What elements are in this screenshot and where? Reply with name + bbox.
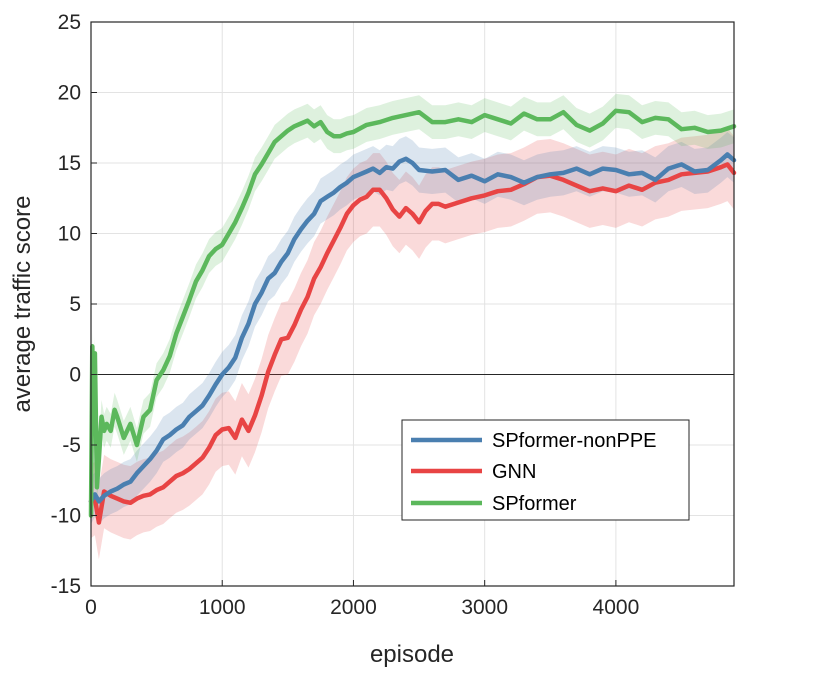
legend-label-spformer: SPformer [492, 493, 577, 515]
x-tick-label: 2000 [330, 596, 377, 619]
y-tick-label: 20 [58, 82, 81, 105]
y-tick-label: 5 [69, 293, 81, 316]
y-axis-title: average traffic score [9, 196, 36, 413]
legend-label-gnn: GNN [492, 461, 536, 483]
y-tick-label: -15 [51, 575, 81, 598]
legend: SPformer-nonPPE GNN SPformer [401, 419, 690, 521]
series-line-spformer-nonppe [88, 152, 737, 504]
x-tick-label: 4000 [593, 596, 640, 619]
y-tick-label: -10 [51, 505, 81, 528]
y-tick-label: 10 [58, 223, 81, 246]
x-tick-label: 3000 [461, 596, 508, 619]
x-tick-label: 1000 [199, 596, 246, 619]
y-tick-label: 0 [69, 364, 81, 387]
series-line-gnn [88, 162, 737, 525]
legend-label-spformer-nonppe: SPformer-nonPPE [492, 430, 657, 452]
series-line-spformer [88, 108, 737, 518]
axis-ticks: 0 1000 2000 3000 4000 -15 -10 -5 0 5 10 15 20 25 [51, 11, 640, 619]
x-axis-title: episode [370, 641, 454, 668]
series-lines [88, 108, 737, 525]
band-gnn [91, 127, 734, 560]
confidence-bands [91, 93, 734, 560]
x-tick-label: 0 [85, 596, 97, 619]
band-spformer-nonppe [91, 132, 734, 524]
y-tick-label: 15 [58, 152, 81, 175]
y-tick-label: 25 [58, 11, 81, 34]
y-tick-label: -5 [62, 434, 81, 457]
